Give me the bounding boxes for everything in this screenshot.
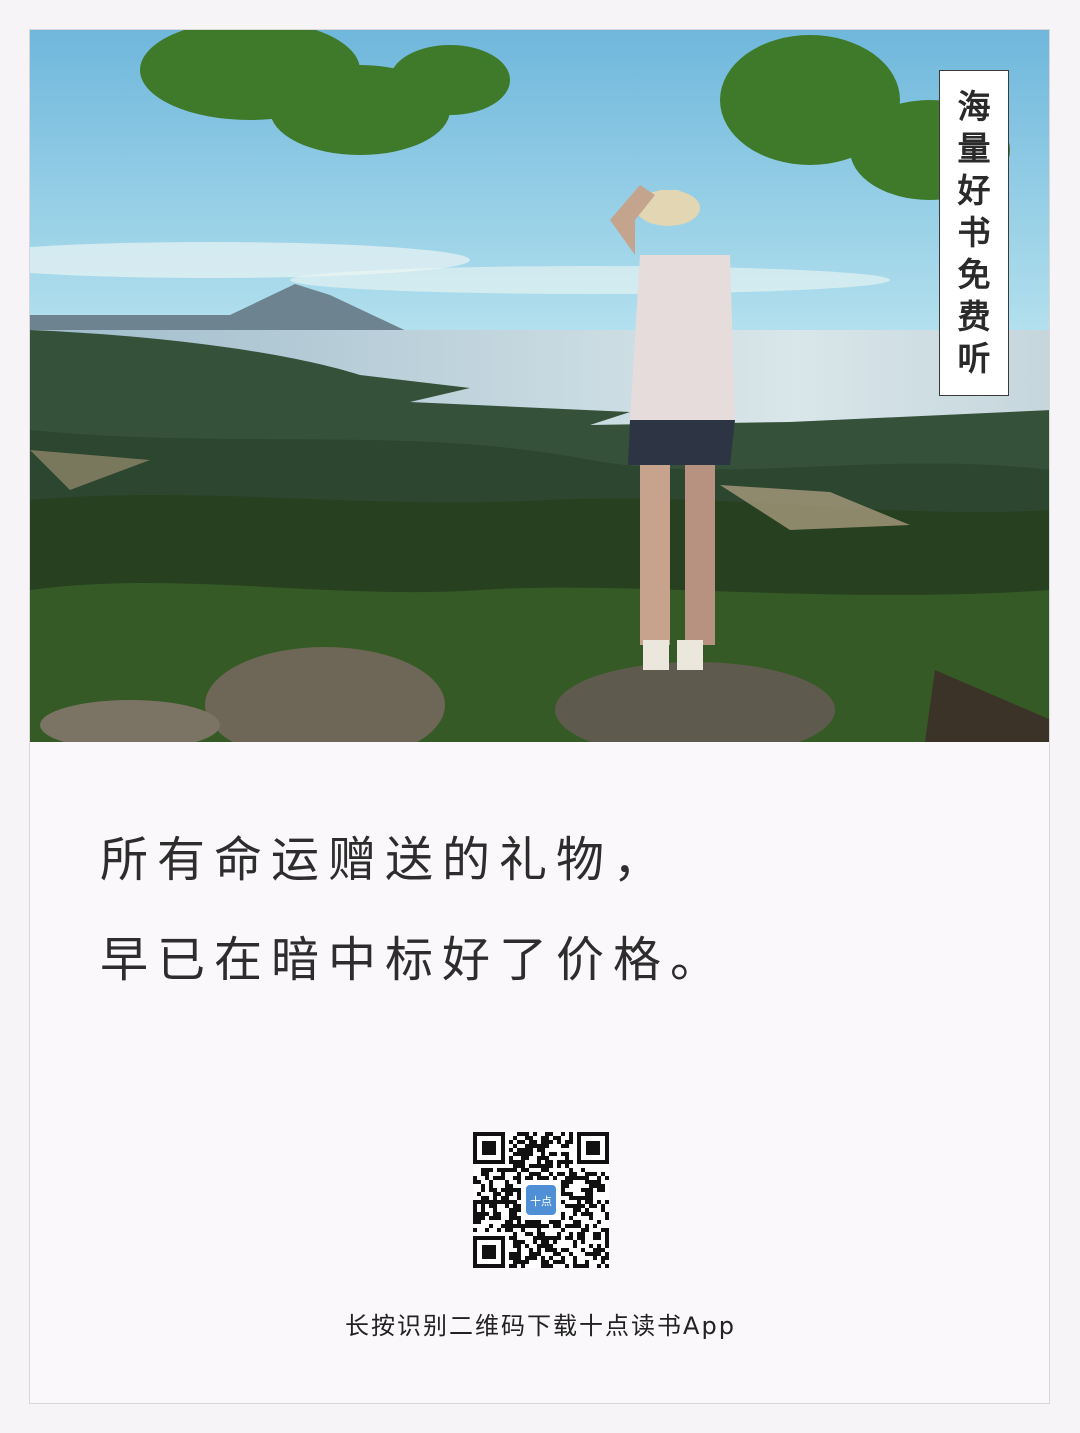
app-logo-text: 十点: [530, 1194, 552, 1208]
qr-caption: 长按识别二维码下载十点读书App: [345, 1312, 736, 1340]
badge-char: 听: [957, 339, 991, 378]
quote-text: 所有命运赠送的礼物， 早已在暗中标好了价格。: [100, 820, 727, 1020]
qr-code-pattern: 十点: [473, 1132, 609, 1268]
free-listening-badge: 海 量 好 书 免 费 听: [939, 70, 1009, 396]
badge-char: 好: [957, 171, 991, 210]
badge-char: 免: [957, 255, 991, 294]
app-logo: [526, 1185, 556, 1215]
quote-line-1: 所有命运赠送的礼物，: [100, 832, 671, 888]
landscape-photo: 海 量 好 书 免 费 听: [30, 30, 1049, 742]
landscape-illustration: [30, 30, 1049, 742]
qr-code[interactable]: 十点: [473, 1132, 609, 1268]
poster-card: 海 量 好 书 免 费 听 所有命运赠送的礼物， 早已在暗中标好了价格。: [29, 29, 1050, 1404]
badge-char: 书: [957, 213, 991, 252]
badge-char: 海: [957, 87, 991, 126]
badge-char: 量: [957, 129, 991, 168]
quote-line-2: 早已在暗中标好了价格。: [100, 932, 728, 988]
person-figure: [610, 185, 735, 670]
badge-char: 费: [957, 297, 991, 336]
